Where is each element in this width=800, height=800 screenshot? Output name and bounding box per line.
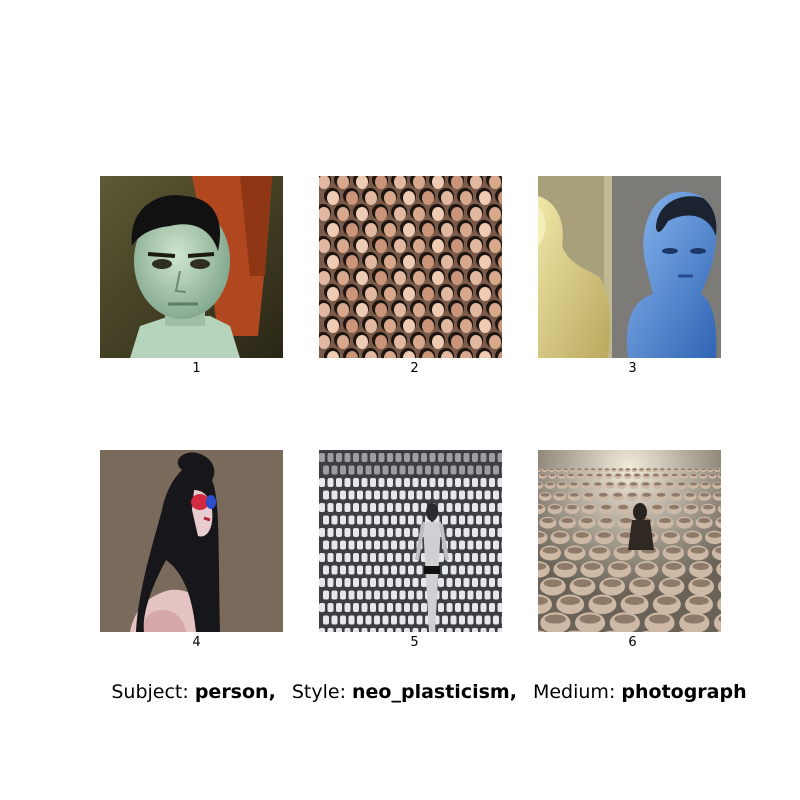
field-of-ceramic-bowls-image [538, 450, 721, 632]
image-tile-5 [319, 450, 502, 632]
image-tile-1 [100, 176, 283, 358]
mannequin-head-portrait-image [100, 176, 283, 358]
subject-key: Subject: [111, 681, 189, 703]
medium-value: photograph [621, 681, 747, 703]
prompt-caption: Subject: person, Style: neo_plasticism, … [0, 679, 800, 705]
image-tile-3 [538, 176, 721, 358]
tile-number-6: 6 [628, 635, 637, 650]
subject-value: person, [194, 681, 276, 703]
image-tile-6 [538, 450, 721, 632]
medium-key: Medium: [532, 681, 616, 703]
yellow-and-blue-mannequins-image [538, 176, 721, 358]
tile-number-5: 5 [410, 635, 419, 650]
woman-with-red-blue-glasses-image [100, 450, 283, 632]
style-value: neo_plasticism, [352, 681, 517, 703]
tile-number-4: 4 [192, 635, 201, 650]
crowd-of-doll-heads-image [319, 176, 502, 358]
image-tile-2 [319, 176, 502, 358]
mannequin-among-white-cups-image [319, 450, 502, 632]
tile-number-3: 3 [628, 361, 637, 376]
tile-number-2: 2 [410, 361, 419, 376]
image-tile-4 [100, 450, 283, 632]
style-key: Style: [291, 681, 346, 703]
tile-number-1: 1 [192, 361, 201, 376]
